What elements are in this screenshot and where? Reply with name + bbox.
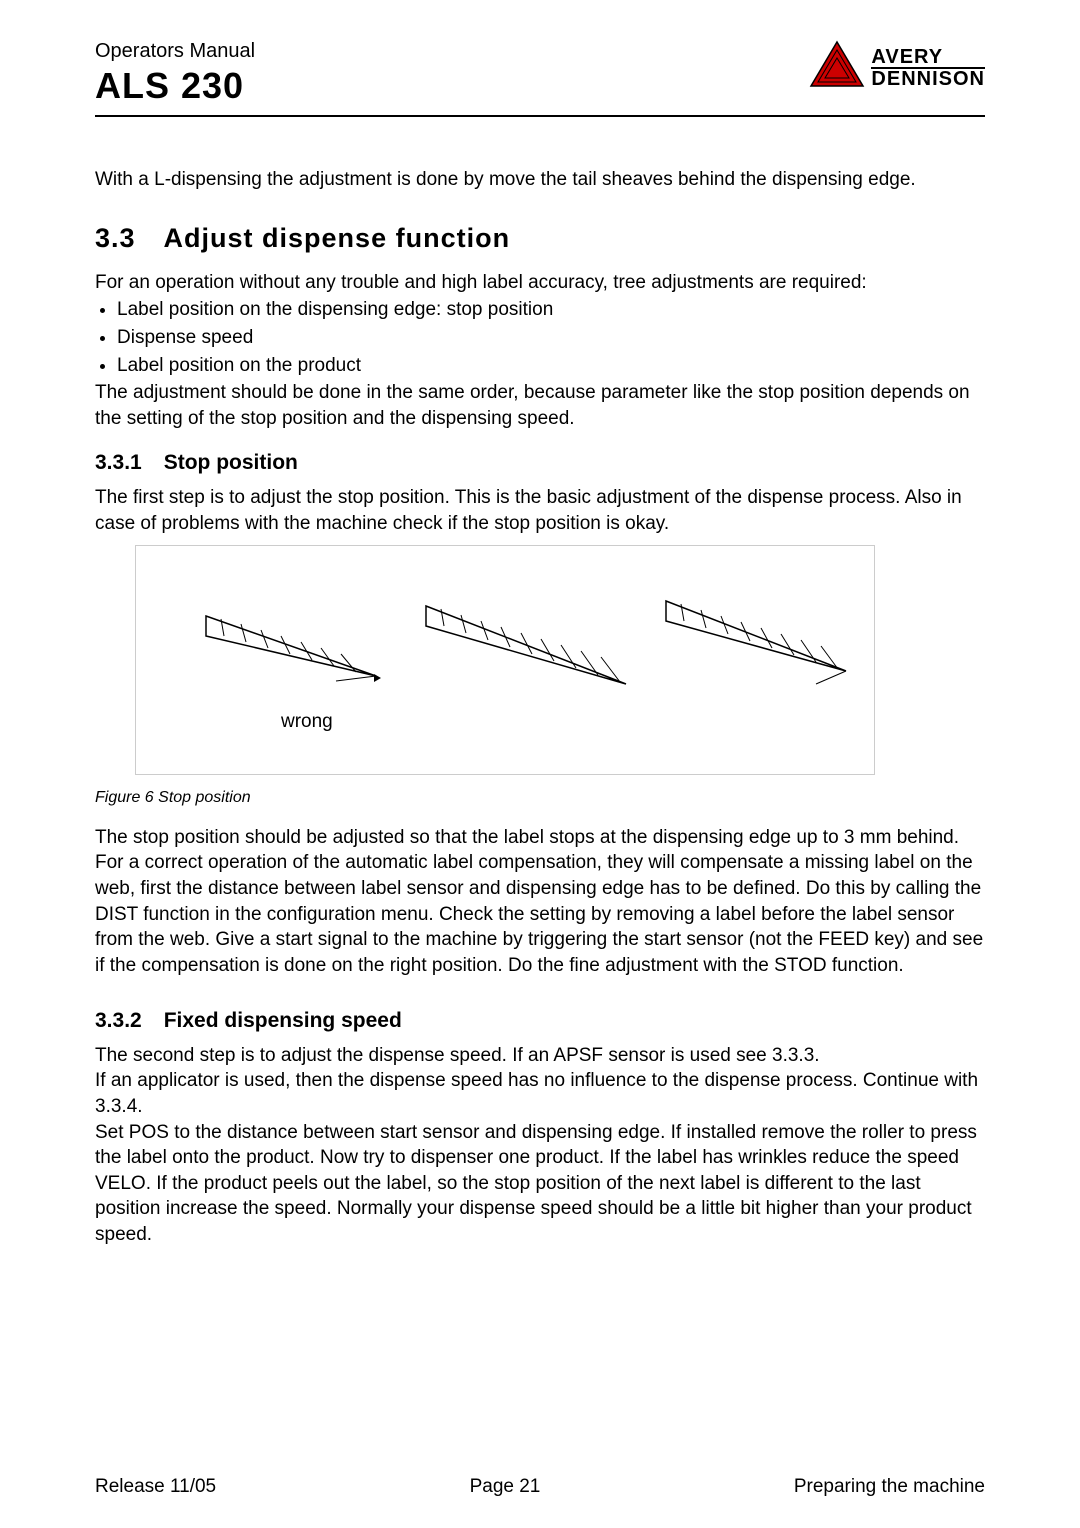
sub1-p3: For a correct operation of the automatic…	[95, 850, 985, 978]
section-after-bullets: The adjustment should be done in the sam…	[95, 380, 985, 431]
subsection-title: Stop position	[164, 451, 298, 474]
triangle-logo-icon	[809, 40, 865, 95]
footer-release: Release 11/05	[95, 1476, 216, 1498]
section-intro: For an operation without any trouble and…	[95, 270, 985, 296]
requirements-list: Label position on the dispensing edge: s…	[95, 297, 985, 378]
stop-position-figure: wrong	[135, 545, 875, 775]
page-footer: Release 11/05 Page 21 Preparing the mach…	[95, 1476, 985, 1498]
brand-line1: AVERY	[871, 47, 985, 67]
figure-wrong-label: wrong	[281, 711, 333, 733]
sub2-p2: If an applicator is used, then the dispe…	[95, 1068, 985, 1119]
intro-paragraph: With a L-dispensing the adjustment is do…	[95, 167, 985, 193]
subsection-heading: 3.3.2 Fixed dispensing speed	[95, 1009, 985, 1033]
footer-page: Page 21	[470, 1476, 541, 1498]
sub2-p3: Set POS to the distance between start se…	[95, 1120, 985, 1248]
sub1-p1: The first step is to adjust the stop pos…	[95, 485, 985, 536]
subsection-number: 3.3.2	[95, 1009, 142, 1033]
subsection-title: Fixed dispensing speed	[164, 1009, 402, 1032]
subsection-number: 3.3.1	[95, 451, 142, 475]
list-item: Dispense speed	[117, 325, 985, 351]
brand-logo: AVERY DENNISON	[809, 40, 985, 95]
section-number: 3.3	[95, 223, 136, 254]
list-item: Label position on the product	[117, 353, 985, 379]
page-header: Operators Manual ALS 230 AVERY DENNISON	[95, 40, 985, 117]
sub1-p2: The stop position should be adjusted so …	[95, 825, 985, 851]
stop-position-diagram-icon	[136, 546, 876, 776]
subsection-heading: 3.3.1 Stop position	[95, 451, 985, 475]
product-name: ALS 230	[95, 65, 255, 107]
brand-text: AVERY DENNISON	[871, 47, 985, 89]
list-item: Label position on the dispensing edge: s…	[117, 297, 985, 323]
manual-title: Operators Manual	[95, 40, 255, 63]
section-heading: 3.3 Adjust dispense function	[95, 223, 985, 254]
sub2-p1: The second step is to adjust the dispens…	[95, 1043, 985, 1069]
footer-section: Preparing the machine	[794, 1476, 985, 1498]
figure-caption: Figure 6 Stop position	[95, 789, 985, 807]
header-left: Operators Manual ALS 230	[95, 40, 255, 107]
section-title: Adjust dispense function	[164, 223, 511, 253]
brand-line2: DENNISON	[871, 67, 985, 89]
